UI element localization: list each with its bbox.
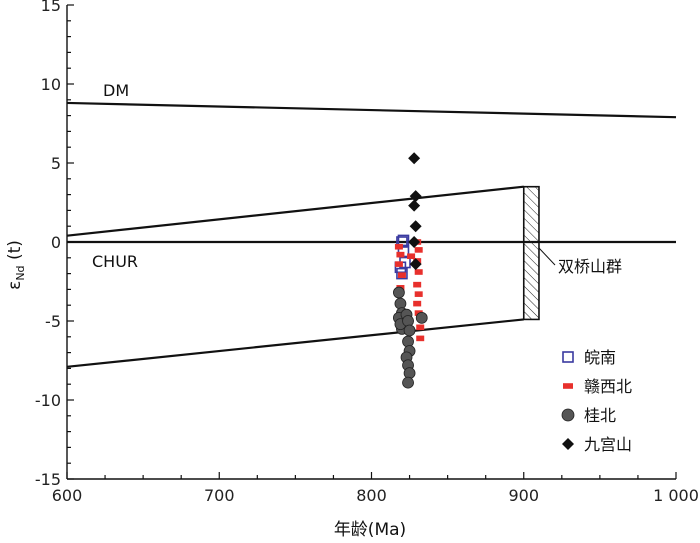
point-wan-nan [396,267,408,280]
y-tick-label: -15 [35,470,61,489]
point-gui-bei [402,376,414,389]
envelope-label: 双桥山群 [558,257,622,276]
point-jiu-gong-shan [409,190,422,203]
point-gan-xi-bei [394,243,403,250]
envelope-upper-line [66,185,524,237]
svg-text:εNd (t): εNd (t) [5,240,27,290]
envelope-hatched-bar [522,185,540,321]
legend-item-1: 赣西北 [563,377,632,396]
legend-item-0: 皖南 [562,348,616,367]
y-axis-title: εNd (t) [5,240,27,290]
y-tick-label: 5 [51,154,61,173]
series-2 [393,286,428,389]
legend-open-square-marker [562,351,574,363]
tick-labels: 600 700 800 900 1 000 15 10 5 0 -5 -10 -15 [35,0,699,505]
point-jiu-gong-shan [408,152,421,165]
point-gui-bei [393,286,405,299]
legend-item-2: 桂北 [561,406,616,425]
point-jiu-gong-shan [408,199,421,212]
point-jiu-gong-shan [409,220,422,233]
point-wan-nan [397,234,410,247]
legend-diamond-marker [562,438,574,450]
y-tick-label: -10 [35,391,61,410]
x-tick-label: 700 [204,486,235,505]
legend-item-3: 九宫山 [562,435,632,454]
plot-content [66,101,677,389]
x-tick-label: 600 [52,486,83,505]
y-tick-label: 10 [41,75,61,94]
x-axis-title: 年龄(Ma) [334,520,406,540]
series-3 [408,152,422,271]
y-axis-title-subscript: Nd [14,265,27,280]
y-axis-title-symbol: ε [5,281,25,290]
legend-label: 桂北 [584,406,616,425]
chur-label: CHUR [92,252,138,271]
point-gan-xi-bei [407,253,416,260]
legend-circle-marker [561,408,575,422]
point-gui-bei [415,311,428,324]
point-jiu-gong-shan [409,258,422,271]
point-jiu-gong-shan [408,236,421,248]
annotations: DM CHUR 双桥山群 [92,81,622,276]
y-tick-label: 15 [41,0,61,15]
legend-label: 赣西北 [584,377,632,396]
point-gan-xi-bei [396,251,405,258]
point-gan-xi-bei [413,281,422,288]
point-gan-xi-bei [416,335,425,342]
dm-label: DM [103,81,129,100]
y-tick-label: 0 [51,233,61,252]
point-gan-xi-bei [414,291,423,297]
envelope-lower-line [66,318,524,368]
legend-label: 皖南 [584,348,616,367]
legend-dash-marker [563,383,573,389]
legend-label: 九宫山 [584,435,632,454]
x-tick-label: 1 000 [653,486,699,505]
point-gan-xi-bei [414,247,423,253]
x-tick-label: 800 [356,486,387,505]
y-axis-title-rest: (t) [5,240,25,265]
y-tick-label: -5 [45,312,61,331]
x-tick-label: 900 [508,486,539,505]
point-gui-bei [403,324,416,337]
dm-line [66,101,677,119]
point-gan-xi-bei [397,272,406,278]
point-gan-xi-bei [394,261,403,267]
point-gan-xi-bei [416,324,425,331]
axes [66,4,677,480]
envelope-leader-line [538,247,556,266]
point-gan-xi-bei [414,269,423,275]
point-gan-xi-bei [413,300,422,307]
